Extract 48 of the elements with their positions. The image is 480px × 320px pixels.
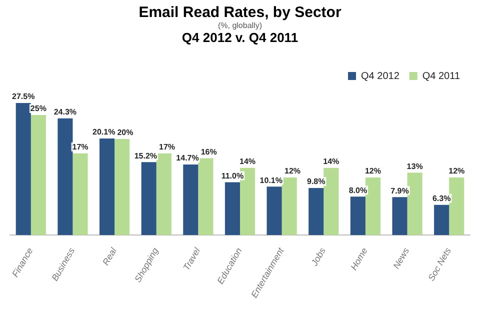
data-label: 24.3%	[54, 108, 77, 117]
data-label: 9.8%	[306, 177, 326, 186]
bar	[198, 158, 214, 236]
bar	[350, 196, 366, 236]
data-label: 25%	[30, 104, 46, 114]
bar	[308, 188, 324, 236]
bar	[30, 115, 46, 236]
data-label: 20.1%	[92, 128, 116, 137]
bar	[58, 118, 73, 236]
data-label: 12%	[448, 166, 465, 176]
bar	[114, 139, 130, 236]
chart-title: Email Read Rates, by Sector	[138, 4, 342, 21]
data-label: 14%	[240, 157, 256, 166]
text: Q4 2012 v. Q4 2011	[180, 30, 300, 45]
bar	[99, 138, 115, 236]
bar	[183, 164, 198, 236]
legend-label: Q4 2011	[422, 70, 460, 82]
data-label: 20%	[117, 128, 134, 138]
bar	[449, 177, 464, 236]
data-label: 12%	[364, 166, 381, 176]
data-label: 27.5%	[12, 92, 35, 102]
bar	[392, 197, 408, 236]
data-label: 17%	[72, 142, 88, 152]
bar	[141, 162, 156, 236]
bar	[324, 168, 339, 236]
legend-label: Q4 2012	[361, 70, 400, 82]
bar	[224, 182, 240, 236]
bar	[156, 153, 172, 236]
data-label: 14.7%	[176, 154, 199, 163]
data-label: 11.0%	[221, 171, 244, 180]
data-label: 13%	[406, 162, 423, 171]
data-label: 7.9%	[390, 186, 409, 196]
data-label: 12%	[284, 166, 300, 176]
bar	[16, 103, 31, 236]
bar	[266, 186, 282, 236]
bar	[434, 204, 450, 236]
chart-subtitle: (%, globally)	[216, 21, 263, 30]
bar	[407, 172, 422, 236]
data-label: 15.2%	[134, 151, 158, 160]
data-label: 14%	[323, 157, 340, 166]
bar	[72, 153, 88, 236]
bar	[365, 177, 381, 236]
bar	[282, 177, 297, 236]
data-label: 17%	[159, 142, 176, 152]
data-label: 10.1%	[260, 176, 282, 185]
data-label: 8.0%	[348, 186, 368, 195]
data-label: 6.3%	[432, 194, 451, 204]
data-label: 16%	[200, 147, 217, 156]
